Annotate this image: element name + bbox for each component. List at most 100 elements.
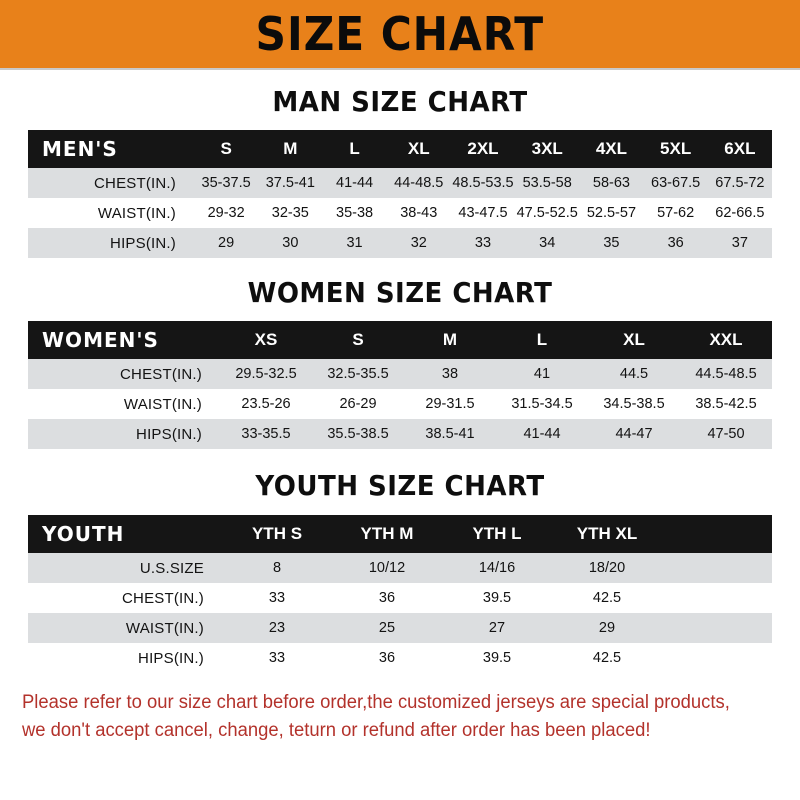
table-row: CHEST(IN.) 33 36 39.5 42.5 (28, 583, 772, 613)
table-cell: 38.5-42.5 (695, 396, 757, 412)
table-cell: 44.5 (619, 366, 649, 382)
table-cell: 34.5-38.5 (603, 396, 665, 412)
table-row: WAIST(IN.) 29-32 32-35 35-38 38-43 43-47… (28, 198, 772, 228)
row-label: CHEST(IN.) (122, 589, 204, 607)
youth-size-header: YTH XL (576, 524, 638, 543)
table-cell: 29-32 (207, 205, 245, 221)
table-cell: 33 (474, 235, 492, 251)
man-size-header: M (283, 139, 298, 158)
table-cell: 44-47 (615, 426, 653, 442)
table-cell: 29 (598, 620, 616, 636)
women-size-header: XS (254, 330, 278, 349)
table-cell: 30 (282, 235, 299, 251)
table-cell: 52.5-57 (586, 205, 637, 221)
table-cell: 35 (603, 235, 620, 251)
table-cell: 57-62 (657, 205, 695, 221)
page-title: SIZE CHART (255, 7, 545, 61)
table-cell-spacer (662, 583, 772, 613)
man-size-header: 3XL (531, 139, 563, 158)
youth-table-body: U.S.SIZE 8 10/12 14/16 18/20 CHEST(IN.) … (28, 553, 772, 673)
row-label: HIPS(IN.) (110, 234, 176, 252)
table-cell: 36 (378, 650, 396, 666)
table-cell: 25 (378, 620, 396, 636)
table-cell: 32 (410, 235, 427, 251)
table-cell: 58-63 (592, 175, 630, 191)
page-banner: SIZE CHART (0, 0, 800, 70)
man-size-header: XL (407, 139, 430, 158)
footer-line-1: Please refer to our size chart before or… (22, 692, 730, 713)
table-cell-spacer (662, 553, 772, 583)
table-cell: 37 (731, 235, 748, 251)
table-cell: 33 (268, 650, 286, 666)
table-cell: 44.5-48.5 (695, 366, 757, 382)
man-table-head: MEN'S S M L XL 2XL 3XL 4XL 5XL 6XL (28, 130, 772, 168)
table-cell: 14/16 (478, 560, 516, 576)
table-cell: 62-66.5 (715, 205, 765, 221)
row-label: WAIST(IN.) (97, 204, 176, 222)
table-cell: 23.5-26 (241, 396, 291, 412)
footer-line-2: we don't accept cancel, change, teturn o… (22, 719, 651, 741)
table-cell: 39.5 (482, 650, 512, 666)
man-corner-label: MEN'S (42, 137, 118, 161)
man-size-header: L (349, 139, 360, 158)
youth-size-header: YTH S (251, 524, 303, 543)
table-row: WAIST(IN.) 23.5-26 26-29 29-31.5 31.5-34… (28, 389, 772, 419)
table-cell: 36 (378, 590, 396, 606)
youth-size-table-wrapper: YOUTH YTH S YTH M YTH L YTH XL U.S.SIZE … (28, 515, 772, 673)
table-cell: 36 (667, 235, 684, 251)
table-cell: 29.5-32.5 (235, 366, 297, 382)
women-corner-label: WOMEN'S (42, 328, 159, 352)
youth-size-header: YTH M (360, 524, 414, 543)
row-label: WAIST(IN.) (123, 395, 202, 413)
youth-section-title: YOUTH SIZE CHART (255, 469, 545, 502)
table-cell: 31 (346, 235, 363, 251)
table-cell: 47.5-52.5 (516, 205, 578, 221)
table-header-row: MEN'S S M L XL 2XL 3XL 4XL 5XL 6XL (28, 130, 772, 168)
man-size-header: 2XL (467, 139, 499, 158)
table-cell: 47-50 (707, 426, 745, 442)
women-size-header: XXL (709, 330, 743, 349)
man-table-body: CHEST(IN.) 35-37.5 37.5-41 41-44 44-48.5… (28, 168, 772, 258)
table-cell: 41-44 (336, 175, 374, 191)
man-size-header: 6XL (724, 139, 756, 158)
table-cell: 53.5-58 (522, 175, 572, 191)
table-row: HIPS(IN.) 33-35.5 35.5-38.5 38.5-41 41-4… (28, 419, 772, 449)
man-size-table-wrapper: MEN'S S M L XL 2XL 3XL 4XL 5XL 6XL CHEST… (28, 130, 772, 258)
table-cell-spacer (662, 613, 772, 643)
table-cell: 18/20 (588, 560, 626, 576)
women-size-header: XL (623, 330, 645, 349)
table-cell: 29 (218, 235, 235, 251)
table-cell: 33 (268, 590, 286, 606)
table-cell: 43-47.5 (458, 205, 508, 221)
table-cell: 38-43 (400, 205, 438, 221)
man-size-header: 4XL (595, 139, 628, 158)
table-cell: 27 (488, 620, 506, 636)
youth-header-spacer (662, 515, 772, 553)
man-size-header: S (220, 139, 232, 158)
row-label: HIPS(IN.) (138, 649, 204, 667)
table-cell: 63-67.5 (651, 175, 701, 191)
footer-disclaimer: Please refer to our size chart before or… (22, 689, 755, 744)
row-label: U.S.SIZE (139, 559, 204, 577)
table-row: CHEST(IN.) 29.5-32.5 32.5-35.5 38 41 44.… (28, 359, 772, 389)
table-cell-spacer (662, 643, 772, 673)
women-size-header: L (536, 330, 548, 349)
table-cell: 32.5-35.5 (327, 366, 389, 382)
table-cell: 41 (533, 366, 551, 382)
man-section-title: MAN SIZE CHART (272, 85, 528, 118)
man-size-header: 5XL (660, 139, 692, 158)
table-cell: 34 (539, 235, 556, 251)
women-size-table: WOMEN'S XS S M L XL XXL CHEST(IN.) 29.5-… (28, 321, 772, 449)
table-cell: 48.5-53.5 (452, 175, 514, 191)
women-size-table-wrapper: WOMEN'S XS S M L XL XXL CHEST(IN.) 29.5-… (28, 321, 772, 449)
table-header-row: YOUTH YTH S YTH M YTH L YTH XL (28, 515, 772, 553)
table-cell: 41-44 (523, 426, 561, 442)
table-cell: 8 (272, 560, 282, 576)
row-label: CHEST(IN.) (94, 174, 176, 192)
table-cell: 29-31.5 (425, 396, 475, 412)
table-cell: 42.5 (592, 650, 622, 666)
table-cell: 23 (268, 620, 286, 636)
table-row: U.S.SIZE 8 10/12 14/16 18/20 (28, 553, 772, 583)
table-cell: 35.5-38.5 (327, 426, 389, 442)
women-size-header: M (442, 330, 458, 349)
